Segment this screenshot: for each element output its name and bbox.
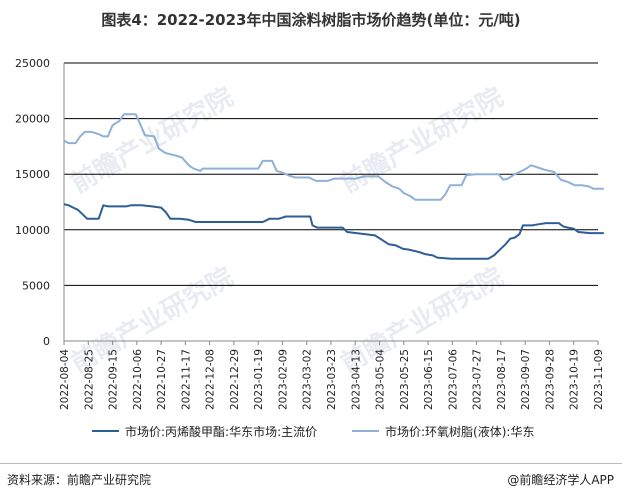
x-tick-label: 2022-08-25 (83, 349, 95, 410)
legend-swatch-series2 (352, 430, 379, 432)
x-tick-label: 2023-09-28 (544, 349, 556, 410)
x-tick-label: 2023-05-25 (399, 349, 411, 410)
chart-title: 图表4：2022-2023年中国涂料树脂市场价趋势(单位：元/吨) (101, 11, 521, 29)
x-tick-label: 2023-09-07 (520, 349, 532, 410)
x-tick-label: 2022-10-06 (132, 349, 144, 410)
legend-swatch-series1 (92, 430, 119, 432)
legend-item-series1: 市场价:丙烯酸甲酯:华东市场:主流价 (92, 421, 317, 441)
x-tick-label: 2022-09-15 (108, 349, 120, 410)
x-tick-label: 2023-06-15 (423, 349, 435, 410)
y-tick-label: 5000 (22, 279, 50, 292)
series-lines (63, 113, 604, 260)
x-tick-label: 2023-02-09 (277, 349, 289, 410)
series-line-2 (63, 113, 604, 201)
y-tick-label: 10000 (15, 224, 50, 237)
x-tick-label: 2023-01-19 (253, 349, 265, 410)
x-tick-label: 2023-07-06 (447, 349, 459, 410)
x-tick-label: 2022-10-27 (156, 349, 168, 410)
series-line-1 (63, 203, 604, 260)
x-tick-label: 2023-11-09 (593, 349, 605, 410)
footer-divider (0, 463, 622, 464)
y-tick-label: 0 (43, 335, 50, 348)
x-tick-label: 2023-03-02 (302, 349, 314, 410)
x-tick-label: 2023-05-04 (375, 349, 387, 410)
source-note: 资料来源：前瞻产业研究院 (7, 473, 152, 487)
x-tick-label: 2023-04-13 (350, 349, 362, 410)
y-tick-label: 25000 (15, 57, 50, 70)
x-tick-label: 2022-11-17 (180, 349, 192, 410)
gridlines (64, 62, 598, 286)
brand-credit: @前瞻经济学人APP (507, 473, 614, 487)
y-tick-label: 20000 (15, 113, 50, 126)
legend-label-series1: 市场价:丙烯酸甲酯:华东市场:主流价 (125, 424, 318, 439)
y-tick-labels: 0 5000 10000 15000 20000 25000 (15, 57, 50, 348)
x-tick-label: 2022-12-08 (205, 349, 217, 410)
x-tick-label: 2022-08-04 (59, 349, 71, 410)
legend-label-series2: 市场价:环氧树脂(液体):华东 (385, 424, 535, 439)
x-tick-labels: 2022-08-04 2022-08-25 2022-09-15 2022-10-06… (59, 349, 605, 410)
x-tick-label: 2023-07-27 (472, 349, 484, 410)
x-tick-label: 2023-10-19 (569, 349, 581, 410)
y-tick-label: 15000 (15, 168, 50, 181)
x-tick-label: 2023-08-17 (496, 349, 508, 410)
x-tick-label: 2023-03-23 (326, 349, 338, 410)
axes (63, 63, 599, 345)
x-tick-label: 2022-12-29 (229, 349, 241, 410)
legend-item-series2: 市场价:环氧树脂(液体):华东 (352, 421, 534, 441)
